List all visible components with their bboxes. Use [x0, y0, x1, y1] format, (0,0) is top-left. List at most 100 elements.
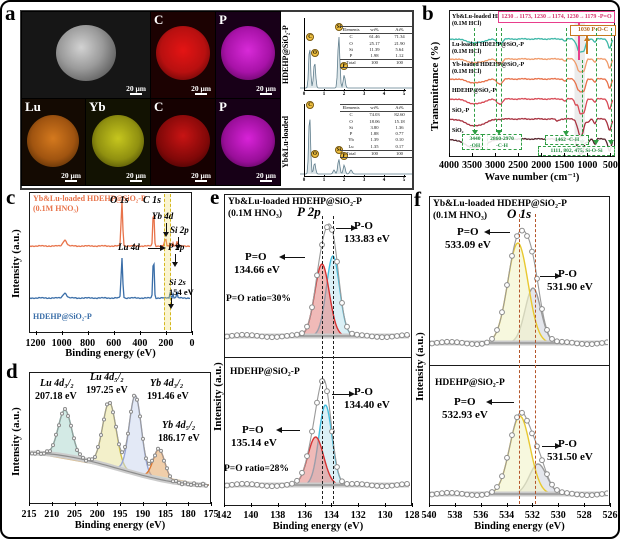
arrowhead	[351, 225, 357, 231]
eds-table-cell: 1.88	[370, 131, 379, 137]
tick-label: 2	[342, 92, 346, 97]
data-point	[344, 481, 350, 487]
data-point	[96, 445, 100, 449]
lu-yb-y-label: Intensity (a.u.)	[10, 407, 22, 476]
eds-table-cell: 61.46	[369, 34, 380, 40]
annotation-arrow	[332, 394, 349, 396]
eds-table-cell: 82.60	[394, 112, 405, 118]
ftir-ch-box: 2860-2970 -C-H	[482, 134, 522, 150]
data-point	[584, 492, 590, 499]
data-point	[599, 340, 605, 346]
data-point	[264, 483, 270, 489]
eds-top-chart	[300, 36, 412, 89]
data-point	[269, 334, 275, 341]
tick-mark	[87, 331, 89, 335]
data-point	[274, 334, 280, 340]
data-point	[449, 339, 455, 345]
tick-mark	[532, 503, 534, 507]
data-point	[279, 482, 285, 489]
spectrum-curve	[449, 57, 614, 73]
data-point	[294, 477, 300, 484]
eds-table-cell: P	[349, 53, 353, 59]
scale-bar: 20 μm	[61, 171, 81, 182]
o1s-dashed-line-2	[535, 214, 536, 504]
eds-peak-p: P	[340, 152, 348, 160]
data-point	[279, 333, 285, 340]
tick-label: 500	[602, 160, 618, 171]
data-point	[529, 248, 535, 255]
tick-label: 1500	[554, 160, 575, 171]
tick-label: 800	[80, 338, 96, 349]
tick-mark	[364, 175, 365, 177]
data-point	[489, 336, 495, 342]
eds-table-row: Si 11.39 5.64	[340, 47, 412, 53]
data-point	[102, 417, 106, 422]
tick-label: 2500	[508, 160, 529, 171]
data-point	[234, 481, 240, 488]
row-label-hdehp: HDEHP@SiO₂-P	[281, 25, 290, 85]
ftir-y-label: Transmittance (%)	[429, 41, 441, 131]
survey-arrowhead	[163, 232, 169, 237]
data-point	[254, 481, 260, 488]
ftir-curve-label: Lu-loaded HDEHP@SiO₂-P	[452, 42, 524, 48]
o1s-x-label: Binding energy (eV)	[474, 521, 565, 532]
data-point	[564, 490, 570, 496]
tick-mark	[584, 503, 586, 507]
p2p-bottom-ratio: P=O ratio=28%	[224, 464, 289, 474]
scale-bar: 20 μm	[256, 84, 276, 95]
o1s-dashed-line-1	[519, 214, 520, 504]
sem-sphere	[56, 25, 116, 81]
ftir-guide-475	[611, 28, 612, 142]
data-point	[404, 332, 410, 338]
survey-arrowhead	[168, 304, 174, 309]
data-point	[524, 417, 530, 424]
data-point	[132, 393, 136, 398]
data-point	[469, 492, 475, 498]
spectrum-curve	[449, 77, 614, 93]
tick-mark	[188, 502, 190, 506]
scale-bar: 20 μm	[191, 84, 211, 95]
tick-label: 3	[362, 178, 366, 183]
tick-label: 195	[112, 509, 128, 520]
eds-spectrum-top: 0 1 2 3 4 5 C O Si P Elements wt% At% C 61.46 71.3…	[300, 14, 412, 98]
eds-top-ticks: 0 1 2 3 4 5	[300, 89, 412, 98]
data-point	[93, 455, 97, 459]
data-point	[499, 473, 505, 480]
eds-table-cell: 100	[371, 151, 378, 157]
tick-label: 138	[270, 510, 286, 521]
o1s-bottom-peq-ev: 532.93 eV	[442, 409, 488, 421]
component-fill	[225, 264, 410, 336]
data-point	[544, 471, 550, 477]
survey-sample1-label: Yb&Lu-loaded HDEHP@SiO₂-P	[33, 194, 146, 203]
data-point	[339, 300, 345, 306]
tick-label: 130	[377, 510, 393, 521]
tick-mark	[139, 331, 141, 335]
data-point	[519, 227, 525, 234]
eds-table-cell: C	[349, 112, 353, 118]
survey-arrow	[148, 248, 160, 250]
o1s-species-label: O 1s	[507, 206, 532, 221]
data-point	[189, 482, 193, 487]
o1s-bottom-sample: HDEHP@SiO₂-P	[435, 378, 505, 388]
data-point	[174, 478, 178, 483]
eds-table-row: P 1.98 1.12	[340, 53, 412, 59]
data-point	[72, 436, 76, 441]
data-point	[494, 484, 500, 490]
eds-table-cell: 3.80	[370, 124, 379, 130]
eds-table-cell: 1.36	[395, 124, 404, 130]
eds-y-axis	[304, 104, 305, 176]
tick-mark	[384, 89, 385, 91]
survey-x-ticks: 1200 1000 800 600 400 200 0	[26, 331, 195, 349]
edx-map-c2-region	[156, 115, 210, 167]
survey-arrow	[175, 254, 177, 262]
data-point	[299, 330, 305, 337]
eds-peak-p: P	[340, 62, 348, 70]
eds-table-cell: Si	[349, 46, 353, 52]
o1s-title: Yb&Lu-loaded HDEHP@SiO₂-P	[433, 199, 567, 209]
data-point	[359, 481, 365, 487]
ftir-guide-1111	[582, 60, 583, 142]
data-point	[259, 333, 265, 340]
ftir-guide-802	[596, 28, 597, 142]
data-point	[449, 490, 455, 496]
